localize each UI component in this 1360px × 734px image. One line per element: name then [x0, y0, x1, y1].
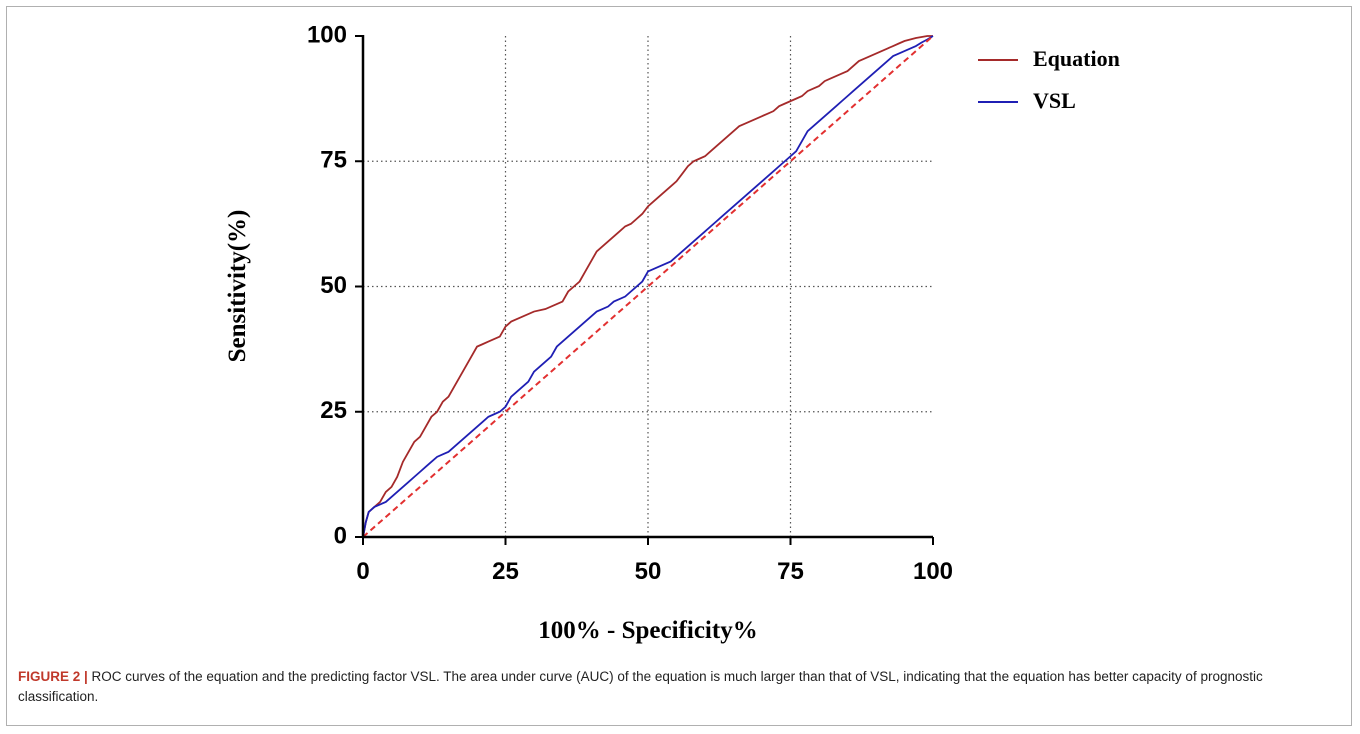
x-tick-label-0: 0: [356, 558, 369, 585]
figure-caption: FIGURE 2 | ROC curves of the equation an…: [18, 667, 1338, 707]
y-tick-label-25: 25: [320, 397, 347, 424]
y-tick-label-50: 50: [320, 272, 347, 299]
y-tick-label-100: 100: [307, 21, 347, 48]
y-tick-label-0: 0: [334, 522, 347, 549]
x-tick-labels: 0 25 50 75 100: [356, 558, 953, 585]
series-line-equation: [362, 35, 933, 538]
legend-label-equation: Equation: [1033, 46, 1120, 71]
x-tick-label-100: 100: [913, 558, 953, 585]
y-axis-title: Sensitivity(%): [224, 210, 251, 363]
series-line-vsl: [362, 35, 934, 538]
axes: [355, 35, 934, 545]
legend-label-vsl: VSL: [1033, 88, 1076, 113]
x-tick-label-25: 25: [492, 558, 519, 585]
caption-text: ROC curves of the equation and the predi…: [18, 669, 1263, 704]
caption-label: FIGURE 2 |: [18, 669, 88, 684]
x-tick-label-50: 50: [635, 558, 662, 585]
y-tick-labels: 0 25 50 75 100: [307, 21, 347, 549]
x-axis-title: 100% - Specificity%: [538, 617, 757, 644]
figure-frame: [6, 6, 1352, 726]
grid-lines: [363, 36, 933, 537]
y-tick-label-75: 75: [320, 147, 347, 174]
legend: Equation VSL: [978, 46, 1120, 113]
series-lines: [362, 35, 934, 538]
x-tick-label-75: 75: [777, 558, 804, 585]
reference-diagonal-line: [362, 35, 934, 538]
